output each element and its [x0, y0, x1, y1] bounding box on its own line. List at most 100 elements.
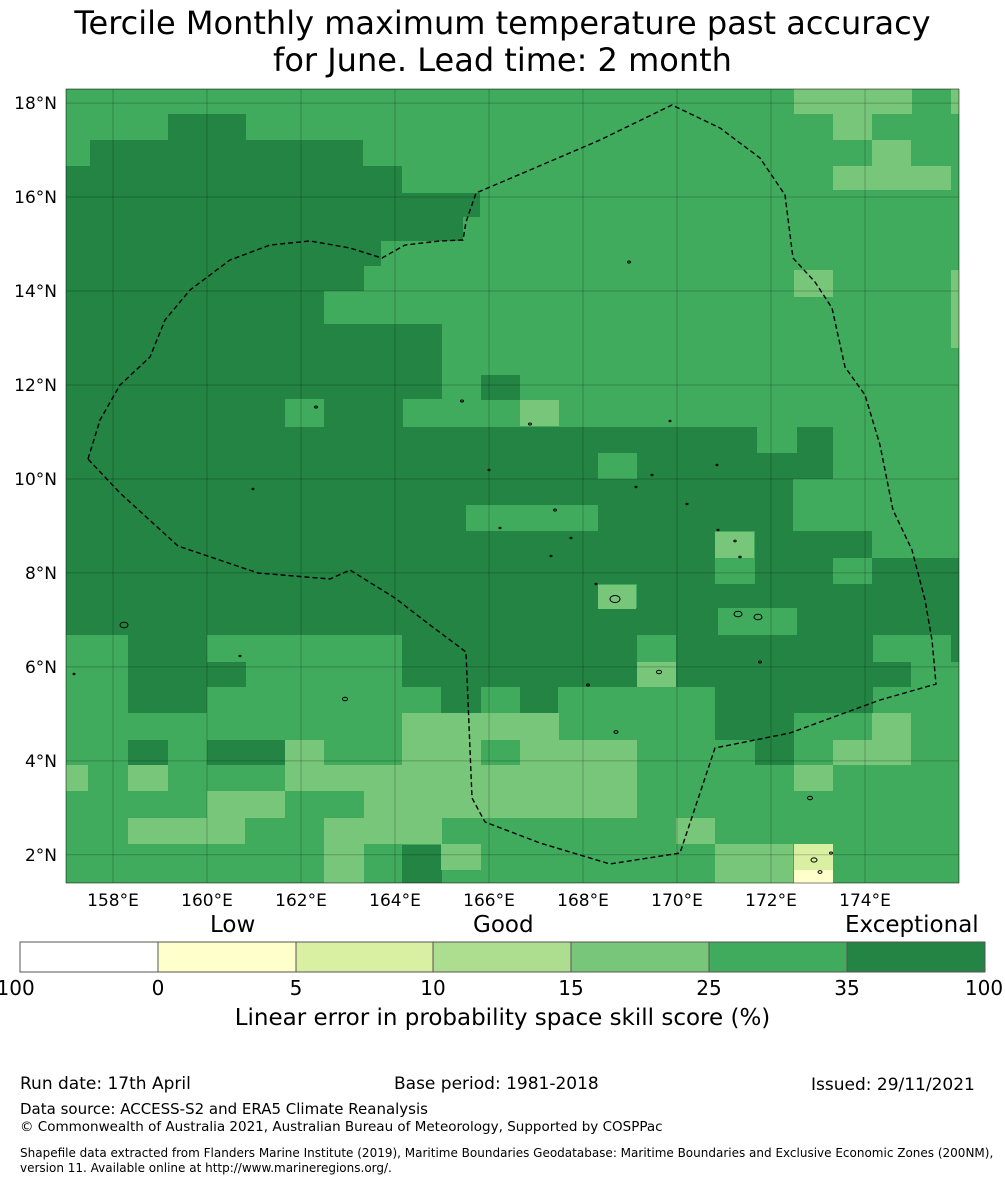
skill-cell: [755, 740, 794, 765]
colorbar-swatch: [19, 941, 159, 973]
skill-cell: [324, 870, 364, 883]
latitude-label: 18°N: [14, 94, 57, 114]
skill-cell: [285, 765, 637, 791]
longitude-labels: 158°E 160°E 162°E 164°E 166°E 168°E 170°E 172°E…: [87, 891, 891, 911]
colorbar: [19, 941, 986, 973]
island-outline: [810, 857, 818, 863]
colorbar-tick: 35: [834, 976, 860, 1000]
skill-cell: [441, 844, 481, 870]
skill-cell: [833, 740, 911, 765]
skill-cell: [794, 270, 833, 297]
skill-cell: [66, 217, 463, 241]
islands: [72, 260, 833, 874]
skill-cell: [520, 740, 637, 765]
skill-cell: [872, 558, 959, 584]
island-outline: [549, 554, 553, 558]
skill-cell: [402, 635, 637, 662]
colorbar-swatch: [570, 941, 710, 973]
colorbar-tick: 100: [964, 976, 1004, 1000]
island-outline: [829, 851, 833, 855]
graticule: [66, 89, 959, 883]
island-outline: [553, 508, 557, 512]
colorbar-label-good: Good: [473, 912, 534, 938]
skill-cell: [66, 558, 715, 584]
skill-cell: [951, 270, 959, 348]
skill-cell: [128, 662, 246, 687]
skill-cell: [755, 531, 872, 558]
skill-cell: [441, 687, 481, 713]
skill-cell: [66, 324, 442, 352]
island-outline: [613, 730, 619, 734]
skill-cell: [207, 791, 285, 818]
skill-cell: [66, 352, 442, 399]
skill-cell: [715, 687, 873, 713]
skill-cell: [402, 713, 481, 740]
skill-cell: [128, 635, 207, 662]
colorbar-tick: 0: [151, 976, 165, 1000]
colorbar-label-low: Low: [210, 912, 256, 938]
island-outline: [487, 468, 491, 472]
longitude-label: 158°E: [87, 891, 139, 911]
colorbar-swatch: [157, 941, 297, 973]
island-outline: [758, 660, 762, 664]
island-outline: [609, 595, 621, 603]
colorbar-tick: 25: [696, 976, 722, 1000]
skill-cell: [66, 241, 381, 266]
skill-cell: [676, 662, 911, 687]
skill-cell: [168, 114, 246, 140]
skill-cell: [637, 453, 833, 479]
skill-cell: [66, 266, 364, 291]
colorbar-swatch: [708, 941, 848, 973]
island-outline: [634, 485, 638, 489]
skill-cell: [833, 166, 951, 190]
longitude-label: 170°E: [651, 891, 703, 911]
island-outline: [528, 422, 532, 426]
skill-cell: [520, 400, 559, 426]
latitude-labels: 18°N 16°N 14°N 12°N 10°N 8°N 6°N 4°N 2°N: [14, 94, 57, 866]
shapefile-credit-line1: Shapefile data extracted from Flanders M…: [20, 1146, 994, 1160]
skill-cell: [481, 375, 520, 400]
latitude-label: 14°N: [14, 282, 57, 302]
skill-cell: [66, 427, 757, 453]
longitude-label: 166°E: [463, 891, 515, 911]
latitude-label: 10°N: [14, 470, 57, 490]
skill-cell: [794, 765, 833, 791]
island-outline: [753, 613, 763, 621]
island-outline: [715, 463, 719, 467]
skill-cell: [797, 427, 833, 453]
colorbar-label-exceptional: Exceptional: [845, 912, 979, 938]
base-period: Base period: 1981-2018: [394, 1074, 599, 1094]
longitude-label: 162°E: [275, 891, 327, 911]
copyright: © Commonwealth of Australia 2021, Austra…: [20, 1119, 663, 1135]
skill-cell: [66, 765, 88, 791]
colorbar-swatch: [295, 941, 434, 973]
colorbar-swatch: [846, 941, 986, 973]
skill-cell: [755, 558, 833, 584]
island-outline: [251, 487, 255, 491]
skill-cell: [90, 140, 363, 166]
skill-cell: [715, 844, 793, 883]
island-outline: [685, 502, 689, 506]
skill-cell: [128, 740, 168, 765]
skill-cell: [794, 89, 912, 114]
latitude-label: 6°N: [25, 658, 57, 678]
skill-cell: [951, 635, 959, 662]
run-date: Run date: 17th April: [20, 1074, 191, 1094]
latitude-label: 12°N: [14, 376, 57, 396]
skill-cell: [66, 291, 324, 324]
skill-cell: [66, 399, 285, 427]
longitude-label: 164°E: [369, 891, 421, 911]
data-source: Data source: ACCESS-S2 and ERA5 Climate …: [20, 1100, 428, 1118]
shapefile-credit-line2: version 11. Available online at http://w…: [20, 1161, 392, 1175]
skill-cell: [797, 608, 959, 635]
latitude-label: 4°N: [25, 752, 57, 772]
island-outline: [238, 654, 242, 658]
skill-cell: [66, 505, 466, 531]
skill-cell: [324, 818, 442, 844]
colorbar-tick: 15: [558, 976, 584, 1000]
island-outline: [594, 582, 598, 586]
issued-date: Issued: 29/11/2021: [811, 1075, 975, 1095]
skill-cell: [520, 687, 558, 713]
skill-cell: [66, 193, 480, 217]
skill-cell: [324, 399, 403, 427]
